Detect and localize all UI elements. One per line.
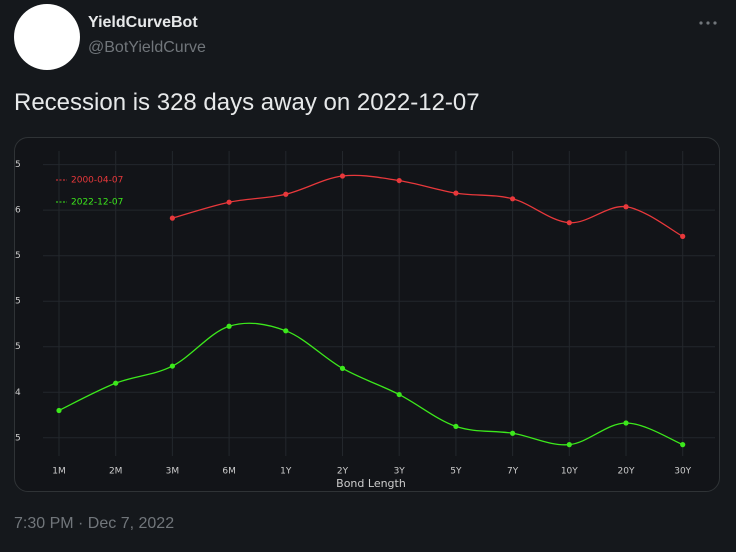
chart: 5 4 5 5 5 6 5 1M 2M 3M 6M 1Y 2Y 3Y 5Y 7Y 10Y 20Y 30Y Bond L… <box>15 151 715 490</box>
y-tick-label: 4 <box>15 388 21 398</box>
y-tick-label: 5 <box>15 342 21 352</box>
data-point <box>113 380 119 386</box>
x-tick-label: 30Y <box>674 467 691 477</box>
data-point <box>56 407 62 414</box>
data-point <box>623 420 629 426</box>
data-point <box>510 430 516 436</box>
x-tick-label: 2Y <box>337 467 349 477</box>
legend-label: 2022-12-07 <box>71 198 123 208</box>
x-tick-label: 5Y <box>450 467 462 477</box>
y-tick-label: 5 <box>15 433 21 443</box>
data-point <box>680 233 686 239</box>
data-point <box>566 220 572 226</box>
data-point <box>169 363 175 369</box>
series-line <box>58 322 683 446</box>
data-point <box>396 177 402 184</box>
data-point <box>453 423 459 430</box>
data-point <box>283 328 289 334</box>
avatar[interactable] <box>14 4 80 70</box>
x-tick-label: 7Y <box>507 467 519 477</box>
data-point <box>339 365 346 371</box>
user-name[interactable]: YieldCurveBot <box>88 14 198 31</box>
data-point <box>226 199 232 205</box>
data-point <box>226 323 232 329</box>
tweet-text: Recession is 328 days away on 2022-12-07 <box>14 89 480 116</box>
x-tick-label: 1M <box>52 467 66 477</box>
series-line <box>172 174 684 237</box>
data-point <box>339 173 346 179</box>
y-tick-label: 5 <box>15 160 21 170</box>
data-point <box>396 391 402 398</box>
legend-label: 2000-04-07 <box>71 176 123 186</box>
x-tick-label: 10Y <box>561 467 578 477</box>
data-point <box>623 204 629 210</box>
data-point <box>680 442 686 448</box>
y-tick-label: 5 <box>15 297 21 307</box>
y-tick-label: 6 <box>15 206 21 216</box>
data-point <box>283 191 289 197</box>
x-axis-label: Bond Length <box>336 477 406 490</box>
data-point <box>169 215 175 221</box>
y-tick-label: 5 <box>15 251 21 261</box>
data-point <box>510 196 516 202</box>
x-tick-label: 20Y <box>618 467 635 477</box>
x-tick-label: 3M <box>166 467 180 477</box>
x-tick-label: 3Y <box>394 467 406 477</box>
data-point <box>566 442 572 448</box>
user-handle[interactable]: @BotYieldCurve <box>88 39 206 56</box>
x-tick-label: 2M <box>109 467 123 477</box>
x-tick-label: 1Y <box>280 467 292 477</box>
more-icon[interactable] <box>698 18 720 28</box>
timestamp[interactable]: 7:30 PM · Dec 7, 2022 <box>14 515 175 532</box>
media-card[interactable]: 5 4 5 5 5 6 5 1M 2M 3M 6M 1Y 2Y 3Y 5Y 7Y 10Y 20Y 30Y Bond L… <box>14 137 720 492</box>
data-point <box>453 190 459 196</box>
x-tick-label: 6M <box>222 467 236 477</box>
